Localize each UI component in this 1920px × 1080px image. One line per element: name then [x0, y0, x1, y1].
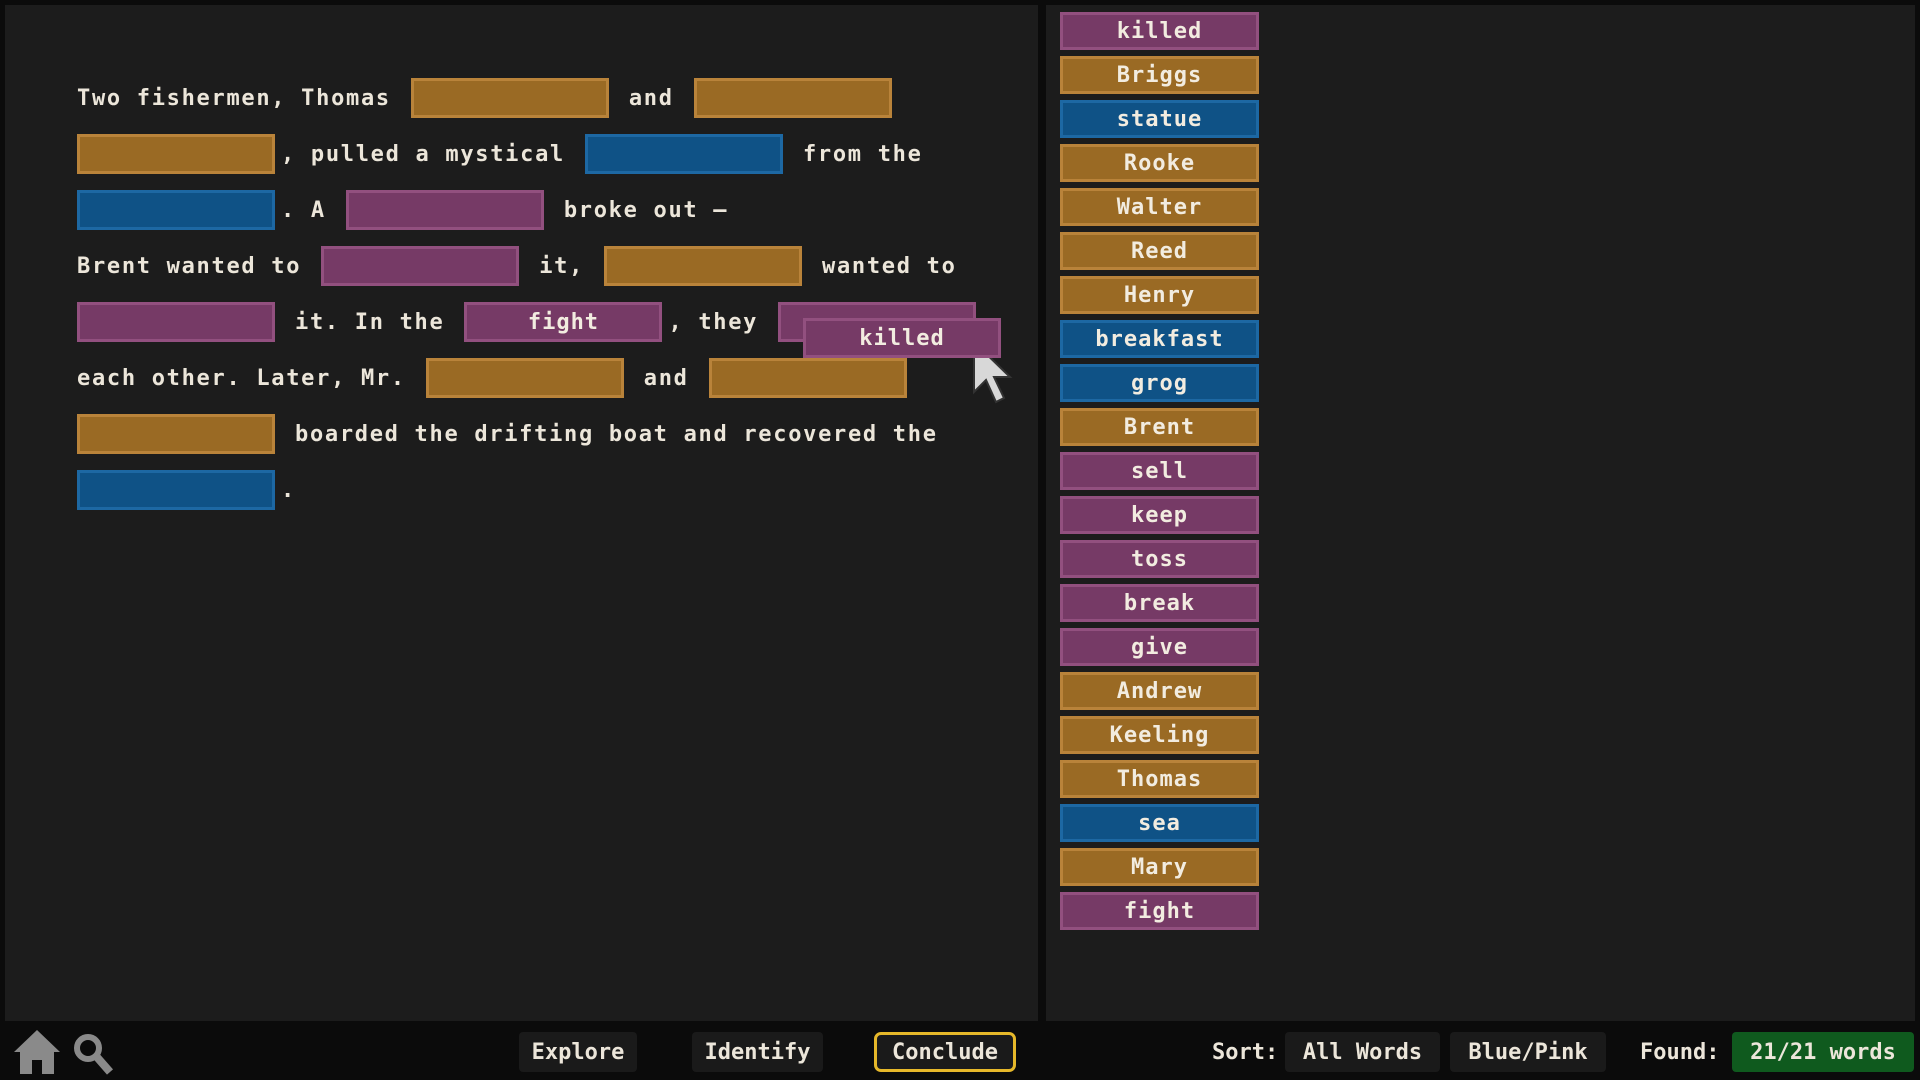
found-label: Found:	[1640, 1039, 1720, 1065]
story-line: .	[77, 469, 296, 511]
word-tile[interactable]: Reed	[1060, 232, 1259, 270]
word-tile[interactable]: Andrew	[1060, 672, 1259, 710]
story-text: boarded the drifting boat and recovered …	[295, 421, 938, 447]
word-tile[interactable]: fight	[1060, 892, 1259, 930]
story-text: , pulled a mystical	[281, 141, 565, 167]
story-text: it. In the	[295, 309, 445, 335]
story-text: each other. Later, Mr.	[77, 365, 406, 391]
story-text: and	[643, 365, 689, 391]
word-tile[interactable]: sea	[1060, 804, 1259, 842]
word-tile[interactable]: break	[1060, 584, 1259, 622]
search-icon[interactable]	[74, 1034, 114, 1075]
word-tile[interactable]: give	[1060, 628, 1259, 666]
story-text: Two fishermen, Thomas	[77, 85, 391, 111]
answer-slot[interactable]	[425, 358, 624, 398]
story-line: Brent wanted to it, wanted to	[77, 245, 957, 287]
word-tile[interactable]: Mary	[1060, 848, 1259, 886]
story-text: Brent wanted to	[77, 253, 302, 279]
sort-option[interactable]: All Words	[1285, 1032, 1440, 1072]
word-tile[interactable]: Rooke	[1060, 144, 1259, 182]
tab-button[interactable]: Explore	[519, 1032, 637, 1072]
word-tile[interactable]: breakfast	[1060, 320, 1259, 358]
word-tile[interactable]: keep	[1060, 496, 1259, 534]
word-tile[interactable]: sell	[1060, 452, 1259, 490]
sort-label: Sort:	[1212, 1039, 1279, 1065]
answer-slot[interactable]	[77, 302, 275, 342]
story-line: . A broke out –	[77, 189, 728, 231]
story-text: broke out –	[563, 197, 729, 223]
toolbar: Explore Identify Conclude Sort: All Words Blu…	[0, 1024, 1920, 1080]
story-text: wanted to	[822, 253, 957, 279]
story-text: . A	[281, 197, 326, 223]
word-tile[interactable]: Keeling	[1060, 716, 1259, 754]
answer-slot[interactable]	[77, 134, 275, 174]
story-line: Two fishermen, Thomas and	[77, 77, 892, 119]
dragged-word[interactable]: killed	[803, 318, 1001, 358]
answer-slot[interactable]	[410, 78, 609, 118]
answer-slot[interactable]	[693, 78, 892, 118]
answer-slot[interactable]	[604, 246, 803, 286]
tab-button[interactable]: Identify	[692, 1032, 823, 1072]
word-tile[interactable]: Henry	[1060, 276, 1259, 314]
word-tile[interactable]: Walter	[1060, 188, 1259, 226]
word-tile[interactable]: Briggs	[1060, 56, 1259, 94]
story-line: , pulled a mystical from the	[77, 133, 923, 175]
story-panel: Two fishermen, Thomas and , pulled a mysti…	[5, 5, 1038, 1021]
word-tile[interactable]: Brent	[1060, 408, 1259, 446]
story-text: and	[628, 85, 674, 111]
answer-slot[interactable]	[708, 358, 907, 398]
tab-button[interactable]: Conclude	[874, 1032, 1016, 1072]
word-tile[interactable]: killed	[1060, 12, 1259, 50]
story-line: boarded the drifting boat and recovered …	[77, 413, 938, 455]
story-text: from the	[802, 141, 923, 167]
answer-slot[interactable]	[345, 190, 544, 230]
answer-slot[interactable]	[77, 190, 275, 230]
answer-slot[interactable]: fight	[464, 302, 663, 342]
word-tile[interactable]: toss	[1060, 540, 1259, 578]
answer-slot[interactable]	[77, 470, 275, 510]
story-text: , they	[668, 309, 759, 335]
toolbar-icons	[14, 1030, 114, 1075]
answer-slot[interactable]	[584, 134, 783, 174]
story-line: each other. Later, Mr. and	[77, 357, 907, 399]
found-count: 21/21 words	[1732, 1032, 1914, 1072]
sort-option[interactable]: Blue/Pink	[1450, 1032, 1606, 1072]
story-text: .	[281, 477, 296, 503]
word-tile[interactable]: statue	[1060, 100, 1259, 138]
story-text: it,	[539, 253, 585, 279]
answer-slot[interactable]	[77, 414, 275, 454]
word-tile[interactable]: grog	[1060, 364, 1259, 402]
home-icon[interactable]	[14, 1030, 60, 1074]
word-tile[interactable]: Thomas	[1060, 760, 1259, 798]
answer-slot[interactable]	[321, 246, 520, 286]
